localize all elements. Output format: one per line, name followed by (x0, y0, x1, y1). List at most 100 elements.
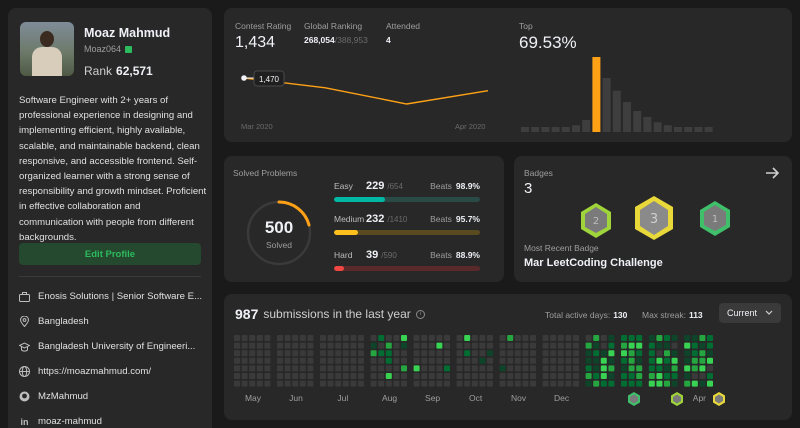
heatmap-cell (241, 365, 248, 372)
profile-card: Moaz Mahmud Moaz064 Rank 62,571 Software … (8, 8, 212, 428)
github-icon (19, 391, 30, 402)
heatmap-cell (264, 357, 271, 364)
heatmap-cell (691, 380, 698, 387)
heatmap-cell (656, 365, 663, 372)
detail-education: Bangladesh University of Engineeri... (19, 334, 205, 359)
heatmap-cell (256, 365, 263, 372)
month-label: Nov (511, 393, 527, 403)
heatmap-cell (277, 342, 283, 349)
heatmap-cell (256, 342, 263, 349)
month-label: Oct (469, 393, 483, 403)
heatmap-cell (401, 373, 407, 379)
heatmap-cell (456, 350, 463, 357)
histogram-bar (541, 127, 550, 132)
heatmap-cell (256, 350, 263, 357)
submission-heatmap[interactable]: May Jun Jul Aug Sep Oct Nov Dec Apr (224, 294, 792, 420)
heatmap-cell (479, 380, 486, 387)
heatmap-cell (378, 373, 385, 379)
histogram-bar (612, 90, 621, 132)
heatmap-cell (507, 373, 514, 379)
heatmap-cell (307, 342, 314, 349)
heatmap-cell (335, 335, 342, 341)
rating-point (241, 75, 247, 81)
heatmap-cell (656, 342, 663, 349)
heatmap-cell (684, 335, 691, 341)
heatmap-cell (656, 350, 663, 357)
heatmap-cell (393, 357, 400, 364)
detail-github[interactable]: MzMahmud (19, 384, 205, 409)
heatmap-cell (585, 335, 592, 341)
heatmap-cell (464, 342, 471, 349)
heatmap-cell (707, 357, 713, 364)
heatmap-cell (413, 350, 420, 357)
heatmap-cell (284, 350, 291, 357)
avatar[interactable] (20, 22, 74, 76)
heatmap-cell (593, 380, 600, 387)
heatmap-cell (277, 357, 283, 364)
heatmap-cell (585, 357, 592, 364)
heatmap-cell (385, 350, 392, 357)
heatmap-cell (413, 365, 420, 372)
heatmap-cell (621, 335, 627, 341)
heatmap-cell (656, 335, 663, 341)
detail-website[interactable]: https://moazmahmud.com/ (19, 359, 205, 384)
heatmap-cell (299, 365, 306, 372)
edit-profile-button[interactable]: Edit Profile (19, 243, 201, 265)
heatmap-cell (636, 373, 643, 379)
heatmap-cell (241, 380, 248, 387)
heatmap-cell (413, 373, 420, 379)
heatmap-cell (565, 373, 572, 379)
top-histogram[interactable] (504, 8, 792, 142)
heatmap-cell (621, 357, 627, 364)
heatmap-cell (284, 335, 291, 341)
year-select[interactable]: Current (719, 303, 781, 323)
heatmap-cell (393, 342, 400, 349)
profile-name: Moaz Mahmud (84, 26, 171, 40)
badge-marker-icon (630, 394, 638, 404)
heatmap-cell (621, 342, 627, 349)
heatmap-cell (664, 342, 670, 349)
heatmap-cell (413, 380, 420, 387)
recent-badge-name[interactable]: Mar LeetCoding Challenge (524, 257, 663, 269)
heatmap-cell (621, 373, 627, 379)
arrow-right-icon[interactable] (764, 165, 780, 186)
heatmap-cell (428, 365, 435, 372)
heatmap-cell (621, 365, 627, 372)
heatmap-cell (350, 365, 357, 372)
heatmap-cell (507, 350, 514, 357)
heatmap-cell (471, 380, 478, 387)
heatmap-cell (542, 350, 549, 357)
heatmap-cell (542, 342, 549, 349)
heatmap-cell (664, 365, 670, 372)
heatmap-cell (456, 373, 463, 379)
heatmap-cell (707, 380, 713, 387)
heatmap-cell (648, 357, 655, 364)
heatmap-cell (370, 342, 377, 349)
heatmap-cell (393, 350, 400, 357)
heatmap-cell (292, 335, 299, 341)
heatmap-cell (499, 380, 506, 387)
heatmap-cell (413, 357, 420, 364)
heatmap-cell (671, 342, 678, 349)
heatmap-cell (499, 335, 506, 341)
rating-line-chart[interactable]: 1,470 (224, 8, 504, 142)
heatmap-cell (664, 357, 670, 364)
info-icon[interactable]: i (415, 309, 425, 319)
heatmap-cell (264, 335, 271, 341)
heatmap-cell (342, 373, 349, 379)
solved-count: 500 (264, 218, 294, 237)
heatmap-cell (600, 342, 607, 349)
top-percentage-card: Top 69.53% (504, 8, 792, 142)
histogram-bar (643, 117, 652, 132)
heatmap-cell (401, 342, 407, 349)
heatmap-cell (378, 357, 385, 364)
global-ranking-number: 268,054 (304, 35, 335, 45)
heatmap-cell (370, 380, 377, 387)
heatmap-cell (436, 380, 443, 387)
heatmap-cell (600, 335, 607, 341)
heatmap-cell (593, 350, 600, 357)
badge-marker-icon (715, 394, 723, 404)
heatmap-cell (471, 350, 478, 357)
badge-marker-icon (673, 394, 681, 404)
detail-linkedin[interactable]: in moaz-mahmud (20, 416, 102, 427)
